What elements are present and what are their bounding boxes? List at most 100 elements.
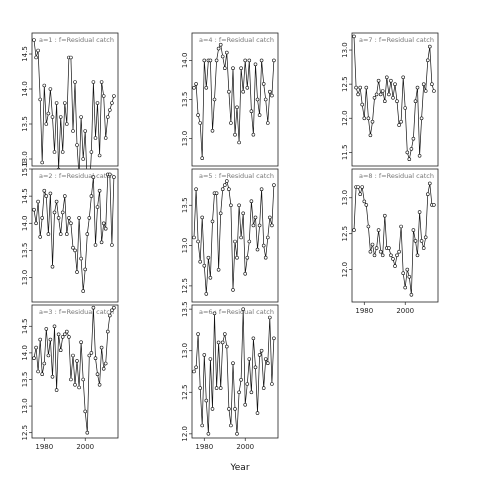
data-point xyxy=(267,89,272,94)
panel-2: a=2 : f=Residual catch 13.0 13.5 14.0 14.5 15… xyxy=(21,161,119,303)
data-point xyxy=(192,235,196,240)
data-point xyxy=(46,232,51,236)
x-tick-label: 2000 xyxy=(76,443,94,451)
data-point xyxy=(403,106,408,110)
panel-title: a=8 : f=Residual catch xyxy=(359,172,434,180)
data-point xyxy=(67,335,71,339)
data-point xyxy=(46,353,51,358)
data-point xyxy=(382,99,387,103)
data-point xyxy=(259,187,264,191)
data-point xyxy=(46,111,51,116)
data-point xyxy=(69,377,73,382)
data-point xyxy=(265,121,270,125)
y-tick-label: 14.0 xyxy=(21,215,29,231)
y-tick-label: 11.5 xyxy=(341,145,349,161)
data-point xyxy=(366,224,371,229)
y-tick-label: 13.5 xyxy=(181,197,189,213)
data-point xyxy=(399,119,403,124)
data-point xyxy=(44,327,49,331)
data-point xyxy=(229,121,233,125)
data-point xyxy=(108,313,112,318)
data-point xyxy=(229,203,233,208)
y-tick-label: 13.0 xyxy=(21,398,29,414)
y-tick-label: 13.0 xyxy=(341,190,349,206)
y-tick-label: 13.0 xyxy=(181,131,189,147)
data-point xyxy=(50,374,55,379)
data-point xyxy=(71,245,75,250)
data-point xyxy=(251,223,256,228)
y-tick-label: 13.0 xyxy=(21,151,29,167)
data-point xyxy=(63,101,67,105)
panel-3: a=3 : f=Residual catch 12.5 13.0 13.5 14.0 14… xyxy=(21,304,119,451)
data-point xyxy=(380,253,385,258)
data-point xyxy=(103,136,108,140)
data-point xyxy=(239,377,243,382)
y-tick-label: 14.5 xyxy=(21,318,29,334)
y-tick-label: 12.5 xyxy=(21,425,29,441)
panel-frame xyxy=(191,168,279,303)
data-point xyxy=(272,336,276,341)
data-point xyxy=(255,247,260,252)
data-point xyxy=(40,160,45,165)
data-point xyxy=(247,58,252,63)
data-point xyxy=(397,123,401,127)
data-point xyxy=(227,89,231,94)
data-point xyxy=(36,199,40,204)
data-point xyxy=(34,221,38,226)
data-point xyxy=(85,232,90,236)
data-point xyxy=(81,289,85,293)
panel-title: a=5 : f=Residual catch xyxy=(199,172,274,180)
data-point xyxy=(101,221,106,226)
data-point xyxy=(58,115,63,119)
data-point xyxy=(233,239,237,244)
data-point xyxy=(77,216,81,220)
data-point xyxy=(52,150,57,154)
data-point xyxy=(364,85,369,90)
data-point xyxy=(95,205,100,209)
panel-frame xyxy=(31,304,119,439)
data-point xyxy=(393,82,397,86)
data-point xyxy=(83,267,87,272)
data-point xyxy=(249,109,254,113)
data-point xyxy=(362,199,367,204)
data-point xyxy=(212,97,217,102)
data-point xyxy=(103,361,108,366)
data-point xyxy=(60,210,65,215)
data-point xyxy=(42,188,47,193)
data-point xyxy=(393,264,397,268)
data-point xyxy=(110,101,114,105)
data-point xyxy=(430,82,434,86)
data-point xyxy=(48,337,53,342)
data-point xyxy=(200,423,204,428)
data-point xyxy=(421,82,426,86)
y-tick-label: 12.5 xyxy=(341,76,349,92)
y-tick-label: 12.0 xyxy=(341,262,349,278)
data-point xyxy=(237,140,241,145)
data-point xyxy=(97,188,102,193)
data-point xyxy=(99,80,104,84)
data-point xyxy=(368,249,373,254)
data-point xyxy=(352,228,356,232)
data-point xyxy=(91,305,96,310)
data-point xyxy=(220,54,225,59)
y-tick-label: 14.0 xyxy=(21,345,29,361)
data-point xyxy=(249,390,254,395)
data-point xyxy=(218,42,223,47)
data-point xyxy=(198,121,202,125)
data-point xyxy=(77,385,81,390)
data-point xyxy=(380,89,385,93)
data-point xyxy=(352,34,356,39)
data-point xyxy=(241,89,245,94)
data-point xyxy=(391,257,395,261)
data-point xyxy=(249,199,254,203)
data-point xyxy=(370,242,375,247)
series-line xyxy=(193,309,275,434)
data-point xyxy=(415,253,420,258)
data-point xyxy=(425,192,430,196)
panel-frame xyxy=(351,168,439,303)
y-tick-label: 14.5 xyxy=(21,188,29,204)
data-point xyxy=(202,263,207,268)
data-point xyxy=(376,78,381,83)
y-tick-label: 14.5 xyxy=(21,46,29,62)
data-point xyxy=(403,285,408,290)
